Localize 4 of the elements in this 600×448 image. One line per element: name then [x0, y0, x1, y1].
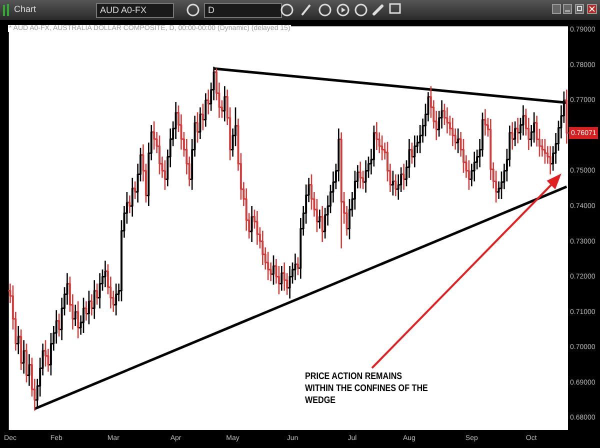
text: D: [204, 3, 282, 18]
text: AUD A0-FX: [96, 3, 174, 18]
chart-title: Chart: [14, 4, 36, 14]
annotation: PRICE ACTION REMAINS WITHIN THE CONFINES OF THE WEDGE: [305, 371, 429, 407]
